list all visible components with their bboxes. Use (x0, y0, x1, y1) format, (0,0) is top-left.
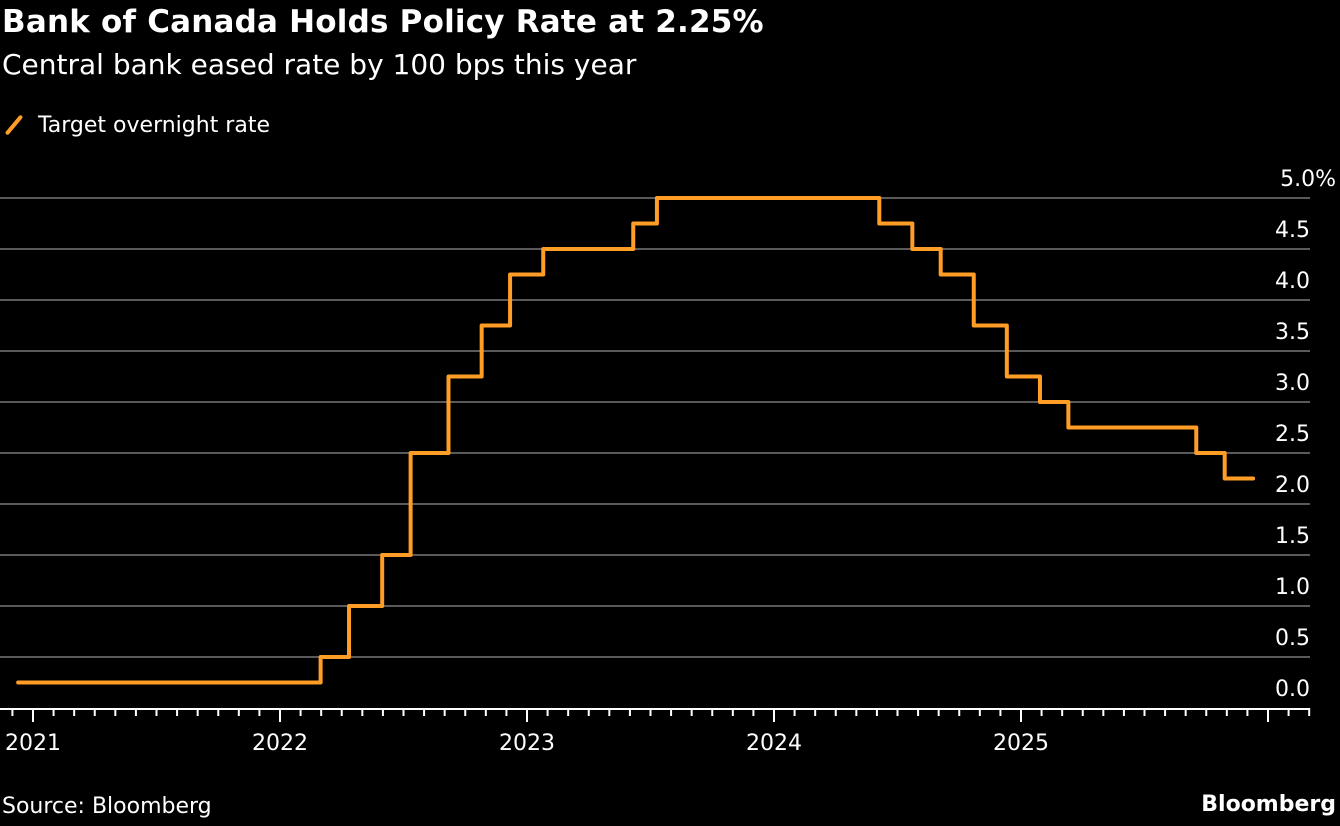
y-tick-label: 1.5 (1275, 524, 1310, 549)
chart-subtitle: Central bank eased rate by 100 bps this … (2, 48, 637, 81)
y-tick-label: 2.5 (1275, 422, 1310, 447)
x-tick-label: 2024 (746, 731, 802, 756)
y-tick-label: 1.0 (1275, 575, 1310, 600)
legend-label: Target overnight rate (38, 112, 270, 138)
x-tick-label: 2021 (5, 731, 61, 756)
x-tick-label: 2025 (993, 731, 1049, 756)
y-tick-label: 3.0 (1275, 371, 1310, 396)
chart-title: Bank of Canada Holds Policy Rate at 2.25… (2, 4, 764, 40)
series-line-target-overnight-rate (16, 196, 1256, 685)
y-tick-label: 4.5 (1275, 218, 1310, 243)
source-note: Source: Bloomberg (2, 794, 212, 819)
y-tick-label: 4.0 (1275, 269, 1310, 294)
x-tick-label: 2023 (499, 731, 555, 756)
y-tick-label: 3.5 (1275, 320, 1310, 345)
x-tick-label: 2022 (252, 731, 308, 756)
y-tick-label: 2.0 (1275, 473, 1310, 498)
y-tick-label: 0.0 (1275, 677, 1310, 702)
legend: Target overnight rate (4, 112, 270, 138)
y-tick-label: 0.5 (1275, 626, 1310, 651)
brand-logo: Bloomberg (1201, 792, 1336, 817)
y-tick-label: 5.0% (1280, 167, 1336, 192)
